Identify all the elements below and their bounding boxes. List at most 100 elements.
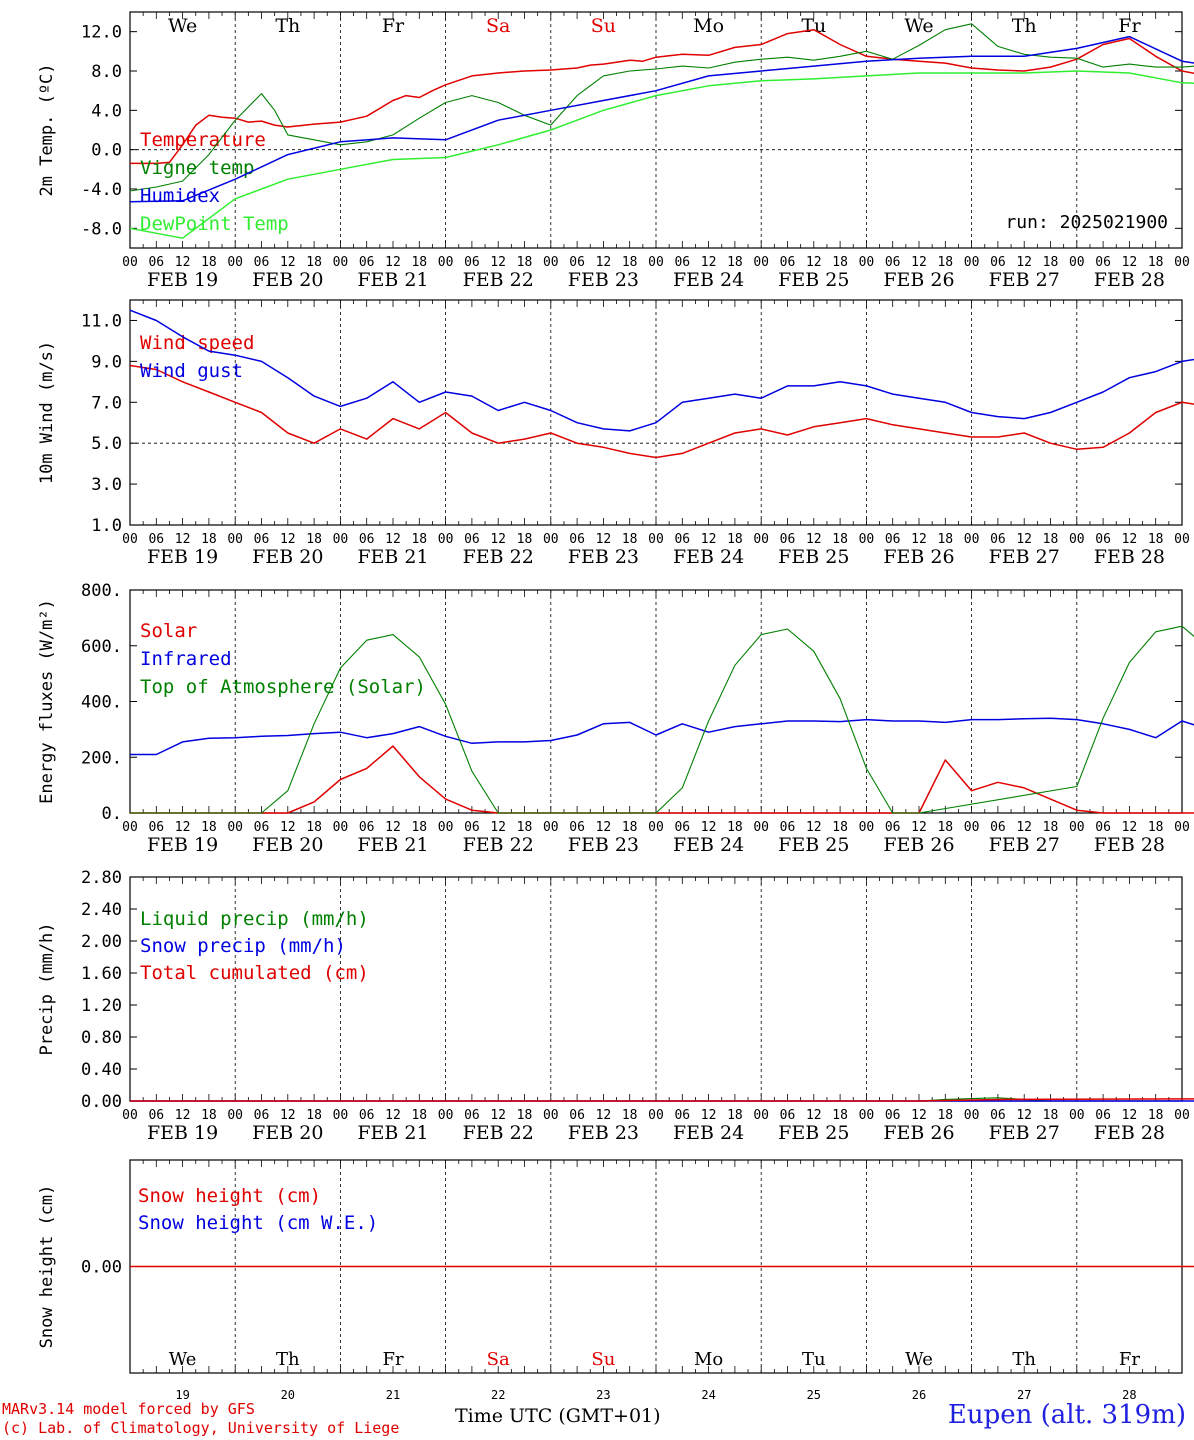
hour-tick-label: 06: [674, 532, 690, 547]
hour-tick-label: 12: [175, 255, 191, 270]
y-tick-label: 0.00: [81, 1258, 122, 1278]
hour-tick-label: 18: [937, 255, 953, 270]
date-label: FEB 19: [147, 834, 218, 856]
hour-tick-label: 00: [227, 1108, 243, 1123]
hour-tick-label: 12: [806, 820, 822, 835]
hour-tick-label: 00: [859, 1108, 875, 1123]
y-tick-label: -8.0: [81, 219, 122, 239]
hour-tick-label: 18: [517, 255, 533, 270]
date-label: FEB 26: [883, 1122, 954, 1144]
panel-frame: [129, 299, 1183, 526]
date-label: FEB 22: [463, 269, 534, 291]
y-tick-label: 2.00: [81, 932, 122, 952]
hour-tick-label: 18: [201, 820, 217, 835]
date-label: FEB 24: [673, 834, 744, 856]
hour-tick-label: 18: [517, 1108, 533, 1123]
date-label: FEB 24: [673, 269, 744, 291]
hour-tick-label: 18: [1148, 820, 1164, 835]
legend-entry: Temperature: [140, 129, 266, 151]
hour-tick-label: 06: [359, 255, 375, 270]
panel-wind: 11.0 9.0 7.0 5.0 3.0 1.0 10m Wind (m/s) 00 06 12 1…: [37, 299, 1194, 568]
y-tick-label: 0.80: [81, 1028, 122, 1048]
run-label: run: 2025021900: [1005, 212, 1168, 233]
hour-tick-label: 00: [964, 1108, 980, 1123]
hour-tick-label: 18: [622, 255, 638, 270]
series-line-vigne-temp: [129, 23, 1194, 192]
hour-tick-label: 12: [385, 1108, 401, 1123]
date-label: FEB 22: [463, 1122, 534, 1144]
hour-tick-label: 00: [753, 1108, 769, 1123]
hour-tick-label: 00: [122, 255, 138, 270]
hour-tick-label: 18: [411, 820, 427, 835]
y-tick-label: 2.40: [81, 900, 122, 920]
date-label: FEB 27: [989, 1122, 1060, 1144]
hour-tick-label: 18: [1148, 255, 1164, 270]
y-tick-label: 4.0: [91, 101, 122, 121]
hour-tick-label: 12: [385, 820, 401, 835]
hour-tick-label: 06: [1095, 532, 1111, 547]
hour-tick-label: 18: [201, 255, 217, 270]
day-number-label: 23: [596, 1388, 610, 1402]
y-axis-label: Energy fluxes (W/m²): [37, 599, 57, 804]
legend-entry: Top of Atmosphere (Solar): [140, 676, 426, 698]
weekday-label: Su: [591, 1349, 615, 1370]
hour-tick-label: 06: [569, 1108, 585, 1123]
hour-tick-label: 18: [832, 532, 848, 547]
legend-entry: Wind gust: [140, 360, 243, 382]
hour-tick-label: 00: [333, 532, 349, 547]
weekday-label: Su: [591, 15, 616, 37]
date-label: FEB 20: [252, 269, 323, 291]
hour-tick-label: 12: [701, 255, 717, 270]
y-tick-label: 600.: [81, 637, 122, 657]
hour-tick-label: 00: [227, 532, 243, 547]
hour-tick-label: 00: [1069, 532, 1085, 547]
hour-tick-label: 18: [306, 532, 322, 547]
station-name: Eupen (alt. 319m): [947, 1400, 1186, 1430]
hour-tick-label: 18: [1043, 532, 1059, 547]
legend-entry: Snow precip (mm/h): [140, 935, 346, 957]
hour-tick-label: 18: [832, 255, 848, 270]
hour-tick-label: 06: [1095, 1108, 1111, 1123]
hour-tick-label: 00: [648, 532, 664, 547]
hour-tick-label: 00: [543, 820, 559, 835]
hour-tick-label: 00: [1069, 1108, 1085, 1123]
y-tick-label: 200.: [81, 748, 122, 768]
series-line-liquid-precip-mm-h-: [130, 1097, 1194, 1102]
hour-tick-label: 00: [227, 820, 243, 835]
date-label: FEB 21: [357, 546, 428, 568]
hour-tick-label: 06: [254, 820, 270, 835]
y-tick-label: 0.: [102, 804, 122, 824]
hour-tick-label: 18: [411, 255, 427, 270]
weekday-label: Th: [1012, 15, 1037, 37]
y-tick-label: -4.0: [81, 180, 122, 200]
hour-tick-label: 18: [937, 532, 953, 547]
y-tick-label: 12.0: [81, 23, 122, 43]
hour-tick-label: 12: [911, 255, 927, 270]
hour-tick-label: 00: [122, 1108, 138, 1123]
date-label: FEB 24: [673, 546, 744, 568]
series-line-top-of-atmosphere-solar-: [130, 625, 1194, 814]
hour-tick-label: 12: [1016, 1108, 1032, 1123]
hour-tick-label: 18: [306, 1108, 322, 1123]
hour-tick-label: 00: [543, 532, 559, 547]
weekday-label: Sa: [486, 15, 510, 37]
day-number-label: 19: [175, 1388, 189, 1402]
legend-entry: DewPoint Temp: [140, 213, 289, 235]
day-number-label: 25: [807, 1388, 821, 1402]
weekday-label: Sa: [487, 1349, 510, 1370]
hour-tick-label: 00: [1174, 820, 1190, 835]
model-credit: MARv3.14 model forced by GFS: [2, 1400, 255, 1418]
y-tick-label: 8.0: [91, 62, 122, 82]
date-label: FEB 22: [463, 546, 534, 568]
hour-tick-label: 12: [596, 1108, 612, 1123]
date-label: FEB 20: [252, 546, 323, 568]
hour-tick-label: 12: [175, 1108, 191, 1123]
hour-tick-label: 12: [490, 255, 506, 270]
hour-tick-label: 18: [832, 1108, 848, 1123]
hour-tick-label: 12: [806, 1108, 822, 1123]
hour-tick-label: 06: [464, 820, 480, 835]
hour-tick-label: 00: [438, 255, 454, 270]
panel-energy: 800. 600. 400. 200. 0. Energy fluxes (W/m²) 00…: [37, 581, 1194, 856]
hour-tick-label: 12: [280, 820, 296, 835]
